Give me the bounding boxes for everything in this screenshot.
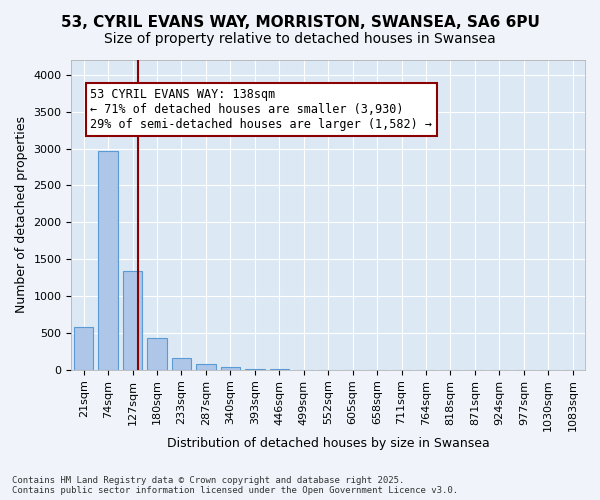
Bar xyxy=(123,271,142,370)
Text: Size of property relative to detached houses in Swansea: Size of property relative to detached ho… xyxy=(104,32,496,46)
Text: Contains HM Land Registry data © Crown copyright and database right 2025.
Contai: Contains HM Land Registry data © Crown c… xyxy=(12,476,458,495)
Bar xyxy=(74,327,94,370)
Text: 53 CYRIL EVANS WAY: 138sqm
← 71% of detached houses are smaller (3,930)
29% of s: 53 CYRIL EVANS WAY: 138sqm ← 71% of deta… xyxy=(91,88,433,131)
Bar xyxy=(147,338,167,370)
Bar xyxy=(196,364,215,370)
Y-axis label: Number of detached properties: Number of detached properties xyxy=(15,116,28,314)
Bar xyxy=(98,150,118,370)
Bar xyxy=(221,367,240,370)
X-axis label: Distribution of detached houses by size in Swansea: Distribution of detached houses by size … xyxy=(167,437,490,450)
Bar xyxy=(172,358,191,370)
Text: 53, CYRIL EVANS WAY, MORRISTON, SWANSEA, SA6 6PU: 53, CYRIL EVANS WAY, MORRISTON, SWANSEA,… xyxy=(61,15,539,30)
Bar xyxy=(245,369,265,370)
